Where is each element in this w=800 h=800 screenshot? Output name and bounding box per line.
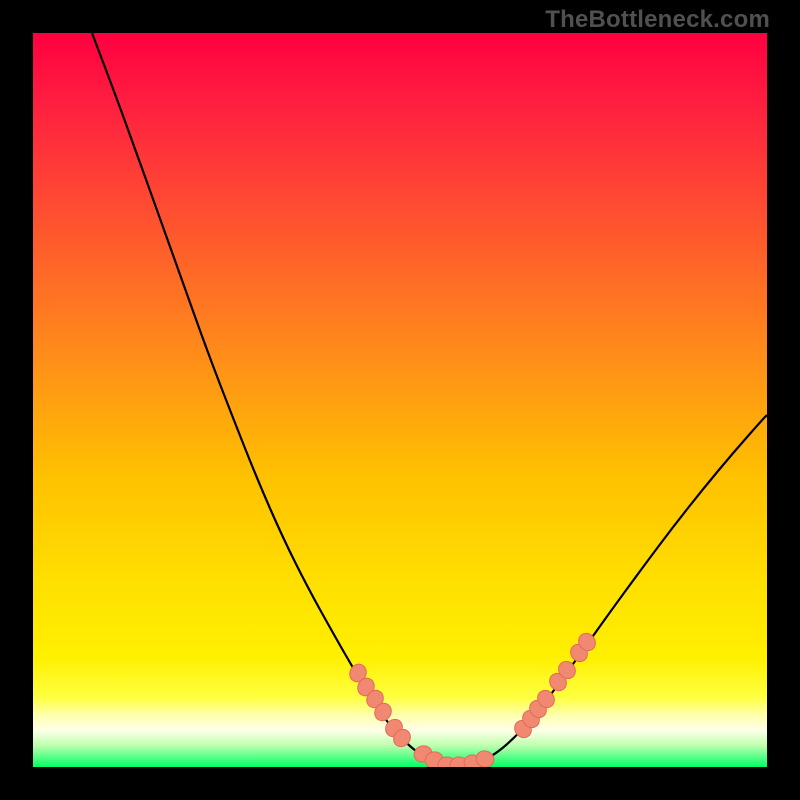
plot-area xyxy=(33,33,767,767)
bottleneck-curve xyxy=(92,33,767,766)
marker-group xyxy=(347,630,599,767)
watermark-text: TheBottleneck.com xyxy=(545,6,770,34)
curve-layer xyxy=(33,33,767,767)
chart-frame: TheBottleneck.com xyxy=(0,0,800,800)
